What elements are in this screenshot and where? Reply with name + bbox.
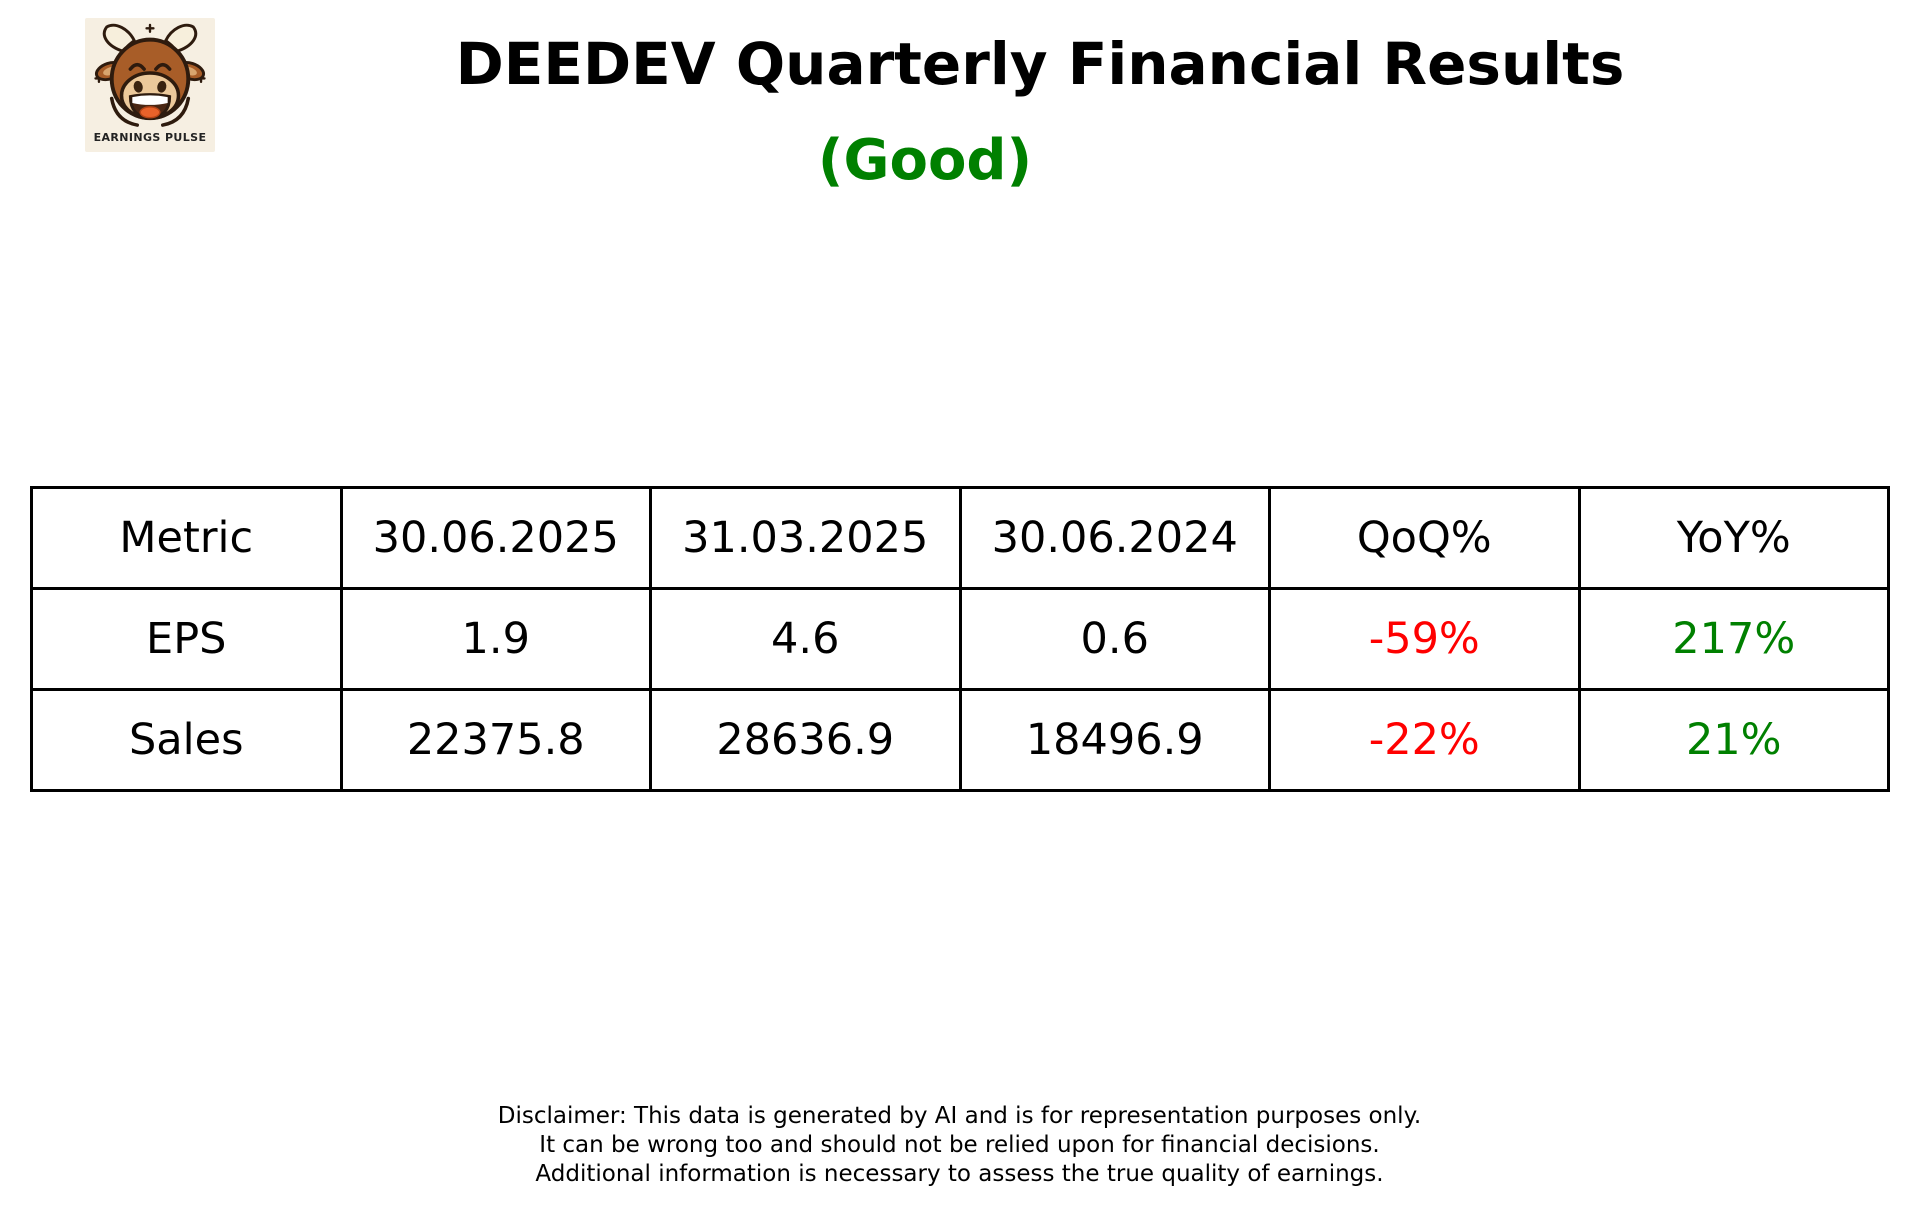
eps-year-ago: 0.6 xyxy=(958,587,1271,691)
results-table: Metric 30.06.2025 31.03.2025 30.06.2024 … xyxy=(30,486,1890,792)
disclaimer-line-3: Additional information is necessary to a… xyxy=(535,1161,1384,1187)
eps-current: 1.9 xyxy=(339,587,652,691)
metric-label: Sales xyxy=(30,688,343,792)
eps-qoq: -59% xyxy=(1268,587,1581,691)
verdict-label: (Good) xyxy=(817,128,1033,193)
brand-logo: EARNINGS PULSE xyxy=(85,18,215,152)
bull-logo-icon xyxy=(94,23,206,127)
sales-previous: 28636.9 xyxy=(649,688,962,792)
sales-qoq: -22% xyxy=(1268,688,1581,792)
col-header-year-ago-quarter: 30.06.2024 xyxy=(958,486,1271,590)
col-header-previous-quarter: 31.03.2025 xyxy=(649,486,962,590)
eps-yoy: 217% xyxy=(1577,587,1890,691)
disclaimer-line-1: Disclaimer: This data is generated by AI… xyxy=(497,1103,1422,1129)
disclaimer-line-2: It can be wrong too and should not be re… xyxy=(539,1132,1380,1158)
col-header-current-quarter: 30.06.2025 xyxy=(339,486,652,590)
sales-yoy: 21% xyxy=(1577,688,1890,792)
brand-name: EARNINGS PULSE xyxy=(93,131,207,144)
table-row-sales: Sales 22375.8 28636.9 18496.9 -22% 21% xyxy=(30,688,1890,792)
col-header-metric: Metric xyxy=(30,486,343,590)
col-header-qoq: QoQ% xyxy=(1268,486,1581,590)
sales-current: 22375.8 xyxy=(339,688,652,792)
metric-label: EPS xyxy=(30,587,343,691)
col-header-yoy: YoY% xyxy=(1577,486,1890,590)
eps-previous: 4.6 xyxy=(649,587,962,691)
sales-year-ago: 18496.9 xyxy=(958,688,1271,792)
table-header-row: Metric 30.06.2025 31.03.2025 30.06.2024 … xyxy=(30,486,1890,590)
table-row-eps: EPS 1.9 4.6 0.6 -59% 217% xyxy=(30,587,1890,691)
page-title: DEEDEV Quarterly Financial Results xyxy=(455,30,1625,98)
disclaimer: Disclaimer: This data is generated by AI… xyxy=(0,1102,1919,1189)
